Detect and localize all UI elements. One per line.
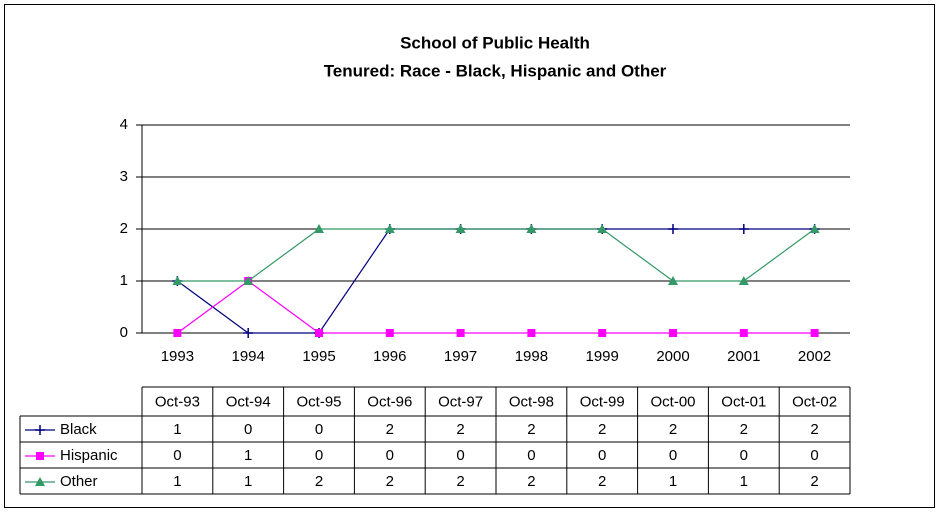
x-tick-label: 1997 <box>444 348 477 365</box>
table-cell: 1 <box>669 473 677 490</box>
data-point <box>527 329 536 337</box>
x-tick-label: 1996 <box>373 348 406 365</box>
table-cell: 2 <box>456 421 464 438</box>
table-cell: 0 <box>669 447 677 464</box>
table-cell: 2 <box>386 421 394 438</box>
table-header: Oct-93 <box>155 393 200 410</box>
data-point <box>597 224 608 233</box>
table-header: Oct-98 <box>509 393 554 410</box>
data-point <box>243 276 254 285</box>
chart-title: School of Public Health <box>400 33 590 52</box>
data-point <box>243 328 254 338</box>
y-tick-label: 3 <box>120 168 128 185</box>
table-cell: 0 <box>456 447 464 464</box>
table-header: Oct-97 <box>438 393 483 410</box>
legend-label: Hispanic <box>60 447 118 464</box>
table-header: Oct-96 <box>367 393 412 410</box>
y-tick-label: 1 <box>120 272 128 289</box>
table-cell: 2 <box>315 473 323 490</box>
chart-subtitle: Tenured: Race - Black, Hispanic and Othe… <box>324 61 667 80</box>
data-point <box>738 276 749 285</box>
table-cell: 2 <box>386 473 394 490</box>
legend-marker <box>36 452 44 460</box>
legend-marker <box>35 477 45 486</box>
data-point <box>668 276 678 285</box>
table-header: Oct-00 <box>650 393 695 410</box>
data-point <box>456 329 465 337</box>
x-tick-label: 1999 <box>586 348 619 365</box>
table-cell: 0 <box>527 447 535 464</box>
data-point <box>172 276 183 285</box>
data-point <box>314 224 324 233</box>
table-cell: 0 <box>244 421 252 438</box>
data-point <box>598 329 607 337</box>
data-point <box>810 329 819 337</box>
table-cell: 1 <box>173 421 181 438</box>
data-point <box>668 224 678 234</box>
x-tick-label: 1994 <box>232 348 265 365</box>
table-cell: 2 <box>810 473 818 490</box>
table-cell: 2 <box>598 473 606 490</box>
y-tick-label: 4 <box>120 116 128 133</box>
data-point <box>809 224 820 233</box>
y-tick-label: 2 <box>120 220 128 237</box>
y-tick-label: 0 <box>120 324 128 341</box>
legend-label: Black <box>60 421 97 438</box>
legend-marker <box>35 425 45 435</box>
table-cell: 1 <box>244 447 252 464</box>
x-tick-label: 1998 <box>515 348 548 365</box>
table-cell: 2 <box>669 421 677 438</box>
data-point <box>738 224 749 234</box>
table-cell: 0 <box>598 447 606 464</box>
table-header: Oct-99 <box>580 393 625 410</box>
x-tick-label: 2000 <box>656 348 689 365</box>
x-tick-label: 2002 <box>798 348 831 365</box>
table-cell: 2 <box>527 421 535 438</box>
table-cell: 0 <box>810 447 818 464</box>
table-cell: 1 <box>244 473 252 490</box>
table-cell: 0 <box>315 421 323 438</box>
data-point <box>173 329 182 337</box>
x-tick-label: 1993 <box>161 348 194 365</box>
table-cell: 0 <box>386 447 394 464</box>
table-cell: 2 <box>598 421 606 438</box>
data-point <box>455 224 466 233</box>
table-cell: 2 <box>456 473 464 490</box>
table-cell: 1 <box>173 473 181 490</box>
table-cell: 0 <box>173 447 181 464</box>
table-header: Oct-94 <box>226 393 271 410</box>
table-cell: 2 <box>810 421 818 438</box>
data-point <box>385 329 394 337</box>
table-header: Oct-95 <box>296 393 341 410</box>
data-point <box>739 329 748 337</box>
legend-label: Other <box>60 473 98 490</box>
data-point <box>669 329 677 337</box>
data-point <box>315 329 323 337</box>
series-line <box>177 280 815 334</box>
data-point <box>526 224 537 233</box>
table-header: Oct-01 <box>721 393 766 410</box>
table-cell: 1 <box>740 473 748 490</box>
table-cell: 0 <box>740 447 748 464</box>
table-header: Oct-02 <box>792 393 837 410</box>
table-cell: 2 <box>527 473 535 490</box>
table-cell: 2 <box>740 421 748 438</box>
x-tick-label: 1995 <box>302 348 335 365</box>
series-line <box>177 228 815 282</box>
x-tick-label: 2001 <box>727 348 760 365</box>
table-cell: 0 <box>315 447 323 464</box>
data-point <box>384 224 395 233</box>
